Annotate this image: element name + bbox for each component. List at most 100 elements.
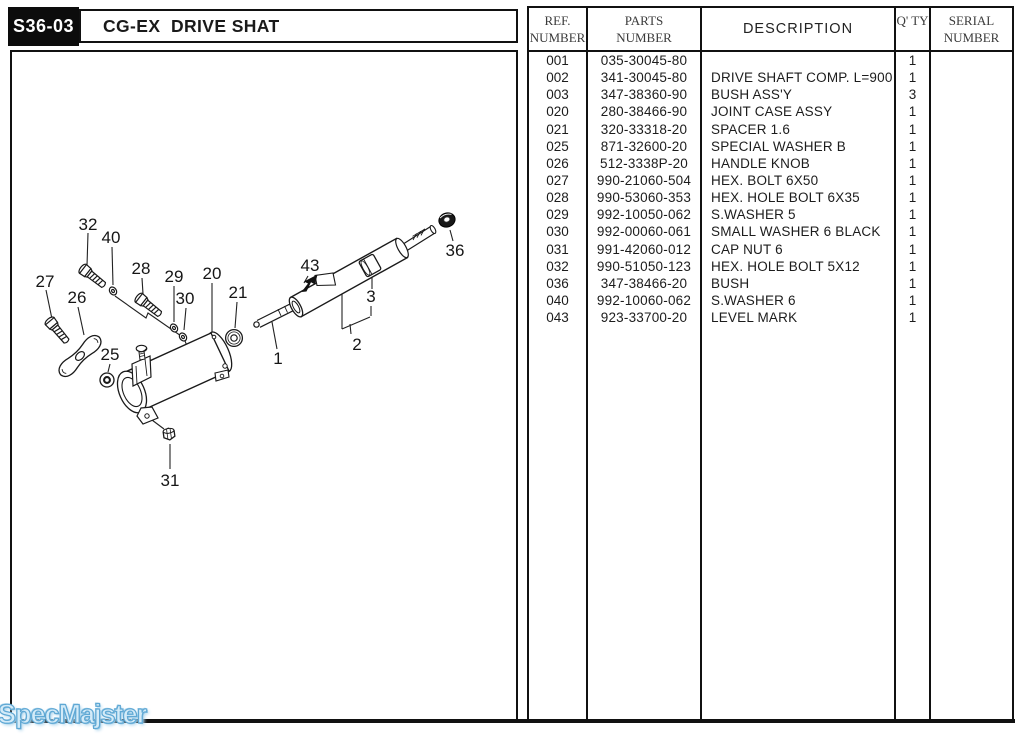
callout-25: 25 (101, 345, 120, 364)
cell-serial (931, 52, 1012, 69)
cell-ref: 043 (546, 310, 569, 326)
cell-serial (931, 138, 1012, 155)
cell-desc: HEX. HOLE BOLT 5X12 (711, 258, 860, 274)
callout-1: 1 (273, 349, 282, 368)
cell-ref: 003 (546, 87, 569, 103)
column-desc: DRIVE SHAFT COMP. L=900 BUSH ASS'Y JOINT C… (702, 52, 896, 719)
handle-knob-lever (58, 334, 102, 378)
cell-desc: DRIVE SHAFT COMP. L=900 (711, 70, 893, 86)
cell-qty: 1 (908, 258, 917, 274)
section-code-badge: S36-03 (8, 7, 79, 46)
cell-qty: 1 (908, 121, 917, 137)
cell-part: 512-3338P-20 (600, 155, 688, 171)
cell-desc: JOINT CASE ASSY (711, 104, 833, 120)
cell-part: 923-33700-20 (600, 310, 688, 326)
cell-part: 035-30045-80 (600, 53, 688, 68)
hex-bolt-27 (43, 314, 73, 347)
cell-ref: 001 (546, 53, 569, 68)
cell-qty: 1 (908, 70, 917, 86)
parts-table-header: REF. NUMBER PARTS NUMBER DESCRIPTION Q' … (529, 8, 1012, 52)
callout-2: 2 (352, 335, 361, 354)
cell-part: 871-32600-20 (600, 138, 688, 154)
cell-ref: 020 (546, 104, 569, 120)
callout-43: 43 (301, 256, 320, 275)
column-part: 035-30045-80 341-30045-80 347-38360-90 280-… (588, 52, 702, 719)
washer-30 (177, 330, 189, 344)
cell-part: 991-42060-012 (596, 241, 692, 257)
cell-part: 990-21060-504 (596, 172, 692, 188)
cell-qty: 1 (908, 190, 917, 206)
cell-ref: 027 (546, 172, 569, 188)
cell-ref: 030 (546, 224, 569, 240)
cell-serial (931, 103, 1012, 120)
callout-26: 26 (68, 288, 87, 307)
cell-qty: 1 (908, 172, 917, 188)
column-serial (931, 52, 1012, 719)
cell-ref: 026 (546, 155, 569, 171)
callout-29: 29 (165, 267, 184, 286)
spacer-washer-21 (224, 328, 244, 348)
cell-qty: 1 (908, 104, 917, 120)
header-description: DESCRIPTION (702, 8, 896, 50)
cell-qty: 1 (908, 275, 917, 291)
cell-serial (931, 172, 1012, 189)
cell-qty: 1 (908, 292, 917, 308)
callout-40: 40 (102, 228, 121, 247)
cell-serial (931, 292, 1012, 309)
cell-serial (931, 121, 1012, 138)
cell-qty: 1 (908, 207, 917, 223)
page-bottom-rule (8, 719, 1015, 723)
diagram-panel (10, 50, 518, 721)
callout-3: 3 (366, 287, 375, 306)
joint-case-housing (116, 331, 233, 425)
watermark: SpecMajster (0, 698, 148, 729)
leader-lines (45, 229, 454, 469)
cell-part: 341-30045-80 (600, 70, 688, 86)
cell-serial (931, 86, 1012, 103)
callout-31: 31 (161, 471, 180, 490)
level-mark-arrow (301, 274, 318, 292)
cell-ref: 025 (546, 138, 569, 154)
title-box: CG-EX DRIVE SHAT (79, 9, 518, 43)
callout-28: 28 (132, 259, 151, 278)
cell-qty: 1 (908, 155, 917, 171)
cell-ref: 021 (546, 121, 569, 137)
cell-desc: LEVEL MARK (711, 310, 798, 326)
cell-part: 992-00060-061 (596, 224, 692, 240)
header-parts-number: PARTS NUMBER (588, 8, 702, 50)
cell-qty: 1 (908, 53, 917, 68)
callout-30: 30 (176, 289, 195, 308)
callout-20: 20 (203, 264, 222, 283)
cell-part: 992-10060-062 (596, 292, 692, 308)
cell-desc: SPACER 1.6 (711, 121, 791, 137)
cell-part: 992-10050-062 (596, 207, 692, 223)
washer-29 (168, 321, 180, 335)
hex-hole-bolt-32 (76, 262, 109, 291)
cell-desc: HANDLE KNOB (711, 155, 810, 171)
cell-ref: 002 (546, 70, 569, 86)
bush-collar-3 (358, 253, 382, 278)
header-qty: Q' TY (896, 8, 931, 50)
cell-part: 347-38466-20 (600, 275, 688, 291)
cell-qty: 1 (908, 241, 917, 257)
cell-serial (931, 155, 1012, 172)
cap-nut-31 (162, 427, 176, 441)
cell-qty: 1 (908, 138, 917, 154)
callout-32: 32 (79, 215, 98, 234)
cell-desc: HEX. HOLE BOLT 6X35 (711, 190, 860, 206)
cell-serial (931, 241, 1012, 258)
cell-serial (931, 206, 1012, 223)
cell-ref: 028 (546, 190, 569, 206)
cell-desc (702, 52, 894, 69)
drive-shaft-assembly (253, 224, 437, 328)
cell-qty: 1 (908, 310, 917, 326)
cell-part: 990-51050-123 (596, 258, 692, 274)
cell-ref: 031 (546, 241, 569, 257)
special-washer-25 (99, 372, 115, 388)
cell-serial (931, 275, 1012, 292)
cell-qty: 1 (908, 224, 917, 240)
header-serial-number: SERIAL NUMBER (943, 13, 1000, 45)
parts-table: REF. NUMBER PARTS NUMBER DESCRIPTION Q' … (527, 6, 1014, 721)
